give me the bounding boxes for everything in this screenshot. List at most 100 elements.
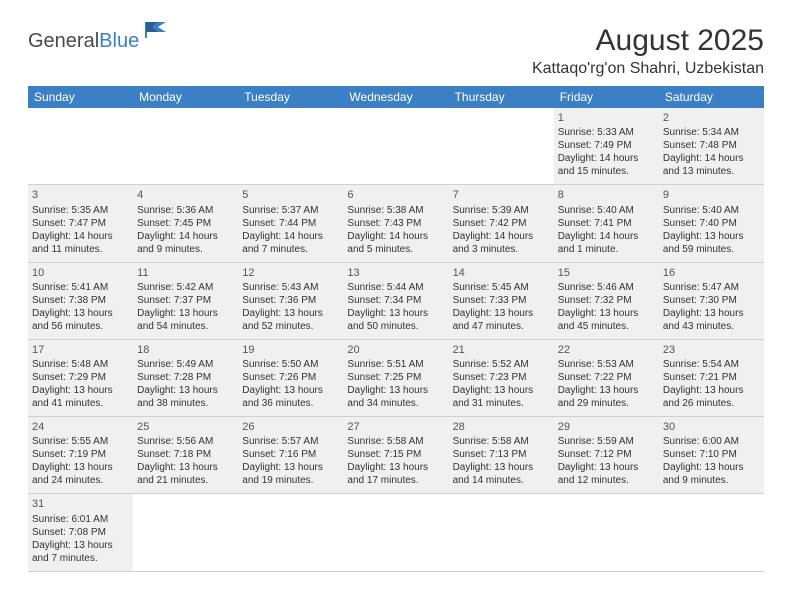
day-cell: 30Sunrise: 6:00 AMSunset: 7:10 PMDayligh… <box>659 417 764 493</box>
day-cell: 24Sunrise: 5:55 AMSunset: 7:19 PMDayligh… <box>28 417 133 493</box>
sunrise-line: Sunrise: 5:52 AM <box>453 358 550 371</box>
day-number: 7 <box>453 188 550 202</box>
daylight-line: and 34 minutes. <box>347 397 444 410</box>
day-cell: 18Sunrise: 5:49 AMSunset: 7:28 PMDayligh… <box>133 340 238 416</box>
daylight-line: and 50 minutes. <box>347 320 444 333</box>
sunrise-line: Sunrise: 6:01 AM <box>32 513 129 526</box>
sunset-line: Sunset: 7:10 PM <box>663 448 760 461</box>
day-number: 20 <box>347 343 444 357</box>
day-header-tue: Tuesday <box>238 86 343 108</box>
day-cell: 19Sunrise: 5:50 AMSunset: 7:26 PMDayligh… <box>238 340 343 416</box>
week-row: 17Sunrise: 5:48 AMSunset: 7:29 PMDayligh… <box>28 340 764 417</box>
day-cell <box>554 494 659 570</box>
daylight-line: and 36 minutes. <box>242 397 339 410</box>
sunrise-line: Sunrise: 5:47 AM <box>663 281 760 294</box>
daylight-line: Daylight: 13 hours <box>347 307 444 320</box>
day-number: 9 <box>663 188 760 202</box>
day-number: 16 <box>663 266 760 280</box>
sunrise-line: Sunrise: 5:38 AM <box>347 204 444 217</box>
sunset-line: Sunset: 7:21 PM <box>663 371 760 384</box>
daylight-line: Daylight: 13 hours <box>453 384 550 397</box>
sunrise-line: Sunrise: 5:41 AM <box>32 281 129 294</box>
sunrise-line: Sunrise: 5:55 AM <box>32 435 129 448</box>
daylight-line: and 26 minutes. <box>663 397 760 410</box>
day-number: 26 <box>242 420 339 434</box>
daylight-line: Daylight: 13 hours <box>347 461 444 474</box>
day-cell <box>238 108 343 184</box>
day-number: 3 <box>32 188 129 202</box>
day-cell: 23Sunrise: 5:54 AMSunset: 7:21 PMDayligh… <box>659 340 764 416</box>
daylight-line: Daylight: 13 hours <box>242 461 339 474</box>
daylight-line: Daylight: 13 hours <box>32 461 129 474</box>
daylight-line: Daylight: 14 hours <box>663 152 760 165</box>
daylight-line: and 52 minutes. <box>242 320 339 333</box>
day-cell <box>28 108 133 184</box>
sunset-line: Sunset: 7:28 PM <box>137 371 234 384</box>
day-cell <box>343 494 448 570</box>
daylight-line: Daylight: 13 hours <box>663 384 760 397</box>
day-cell: 27Sunrise: 5:58 AMSunset: 7:15 PMDayligh… <box>343 417 448 493</box>
sunset-line: Sunset: 7:19 PM <box>32 448 129 461</box>
title-block: August 2025 Kattaqo'rg'on Shahri, Uzbeki… <box>532 24 764 78</box>
daylight-line: and 9 minutes. <box>663 474 760 487</box>
sunset-line: Sunset: 7:23 PM <box>453 371 550 384</box>
daylight-line: Daylight: 14 hours <box>453 230 550 243</box>
sunrise-line: Sunrise: 5:48 AM <box>32 358 129 371</box>
daylight-line: Daylight: 13 hours <box>663 461 760 474</box>
daylight-line: and 14 minutes. <box>453 474 550 487</box>
sunset-line: Sunset: 7:15 PM <box>347 448 444 461</box>
sunset-line: Sunset: 7:36 PM <box>242 294 339 307</box>
day-number: 22 <box>558 343 655 357</box>
sunset-line: Sunset: 7:13 PM <box>453 448 550 461</box>
day-cell: 22Sunrise: 5:53 AMSunset: 7:22 PMDayligh… <box>554 340 659 416</box>
daylight-line: Daylight: 14 hours <box>558 230 655 243</box>
location-subtitle: Kattaqo'rg'on Shahri, Uzbekistan <box>532 60 764 78</box>
day-number: 19 <box>242 343 339 357</box>
day-number: 24 <box>32 420 129 434</box>
sunrise-line: Sunrise: 5:46 AM <box>558 281 655 294</box>
day-number: 2 <box>663 111 760 125</box>
daylight-line: and 38 minutes. <box>137 397 234 410</box>
week-row: 3Sunrise: 5:35 AMSunset: 7:47 PMDaylight… <box>28 185 764 262</box>
day-cell: 1Sunrise: 5:33 AMSunset: 7:49 PMDaylight… <box>554 108 659 184</box>
day-cell: 25Sunrise: 5:56 AMSunset: 7:18 PMDayligh… <box>133 417 238 493</box>
week-row: 10Sunrise: 5:41 AMSunset: 7:38 PMDayligh… <box>28 263 764 340</box>
daylight-line: and 15 minutes. <box>558 165 655 178</box>
day-number: 30 <box>663 420 760 434</box>
day-header-sun: Sunday <box>28 86 133 108</box>
day-cell: 12Sunrise: 5:43 AMSunset: 7:36 PMDayligh… <box>238 263 343 339</box>
daylight-line: and 41 minutes. <box>32 397 129 410</box>
month-title: August 2025 <box>532 24 764 58</box>
day-number: 28 <box>453 420 550 434</box>
sunset-line: Sunset: 7:43 PM <box>347 217 444 230</box>
daylight-line: and 13 minutes. <box>663 165 760 178</box>
day-cell: 8Sunrise: 5:40 AMSunset: 7:41 PMDaylight… <box>554 185 659 261</box>
daylight-line: Daylight: 13 hours <box>242 384 339 397</box>
sunrise-line: Sunrise: 5:34 AM <box>663 126 760 139</box>
day-header-thu: Thursday <box>449 86 554 108</box>
sunset-line: Sunset: 7:37 PM <box>137 294 234 307</box>
day-cell: 15Sunrise: 5:46 AMSunset: 7:32 PMDayligh… <box>554 263 659 339</box>
sunset-line: Sunset: 7:33 PM <box>453 294 550 307</box>
logo-text-dark: General <box>28 30 99 53</box>
daylight-line: Daylight: 14 hours <box>558 152 655 165</box>
daylight-line: and 12 minutes. <box>558 474 655 487</box>
sunrise-line: Sunrise: 5:51 AM <box>347 358 444 371</box>
sunrise-line: Sunrise: 5:56 AM <box>137 435 234 448</box>
day-cell: 17Sunrise: 5:48 AMSunset: 7:29 PMDayligh… <box>28 340 133 416</box>
day-number: 1 <box>558 111 655 125</box>
day-number: 4 <box>137 188 234 202</box>
sunset-line: Sunset: 7:29 PM <box>32 371 129 384</box>
sunrise-line: Sunrise: 5:53 AM <box>558 358 655 371</box>
sunset-line: Sunset: 7:42 PM <box>453 217 550 230</box>
sunrise-line: Sunrise: 5:35 AM <box>32 204 129 217</box>
daylight-line: and 3 minutes. <box>453 243 550 256</box>
daylight-line: Daylight: 13 hours <box>32 539 129 552</box>
daylight-line: Daylight: 13 hours <box>663 307 760 320</box>
day-cell <box>659 494 764 570</box>
daylight-line: Daylight: 13 hours <box>32 384 129 397</box>
day-cell: 20Sunrise: 5:51 AMSunset: 7:25 PMDayligh… <box>343 340 448 416</box>
day-number: 11 <box>137 266 234 280</box>
sunrise-line: Sunrise: 5:36 AM <box>137 204 234 217</box>
daylight-line: and 47 minutes. <box>453 320 550 333</box>
